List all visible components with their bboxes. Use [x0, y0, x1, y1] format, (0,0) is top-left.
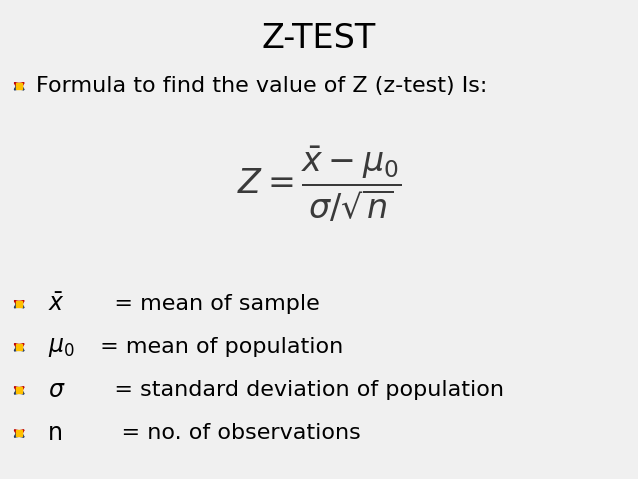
- Text: Z-TEST: Z-TEST: [262, 22, 376, 55]
- Text: $\bar{x}$: $\bar{x}$: [48, 292, 64, 316]
- Text: $\sigma$: $\sigma$: [48, 378, 66, 402]
- Text: $Z = \dfrac{\bar{x} - \mu_0}{\sigma / \sqrt{n}}$: $Z = \dfrac{\bar{x} - \mu_0}{\sigma / \s…: [237, 145, 401, 224]
- Text: = mean of sample: = mean of sample: [93, 294, 319, 314]
- Text: = mean of population: = mean of population: [93, 337, 343, 357]
- Text: Formula to find the value of Z (z-test) Is:: Formula to find the value of Z (z-test) …: [36, 76, 487, 96]
- Text: = standard deviation of population: = standard deviation of population: [93, 380, 503, 400]
- Text: n: n: [48, 422, 63, 445]
- Text: $\mu_0$: $\mu_0$: [48, 335, 75, 359]
- Text: = no. of observations: = no. of observations: [93, 423, 360, 444]
